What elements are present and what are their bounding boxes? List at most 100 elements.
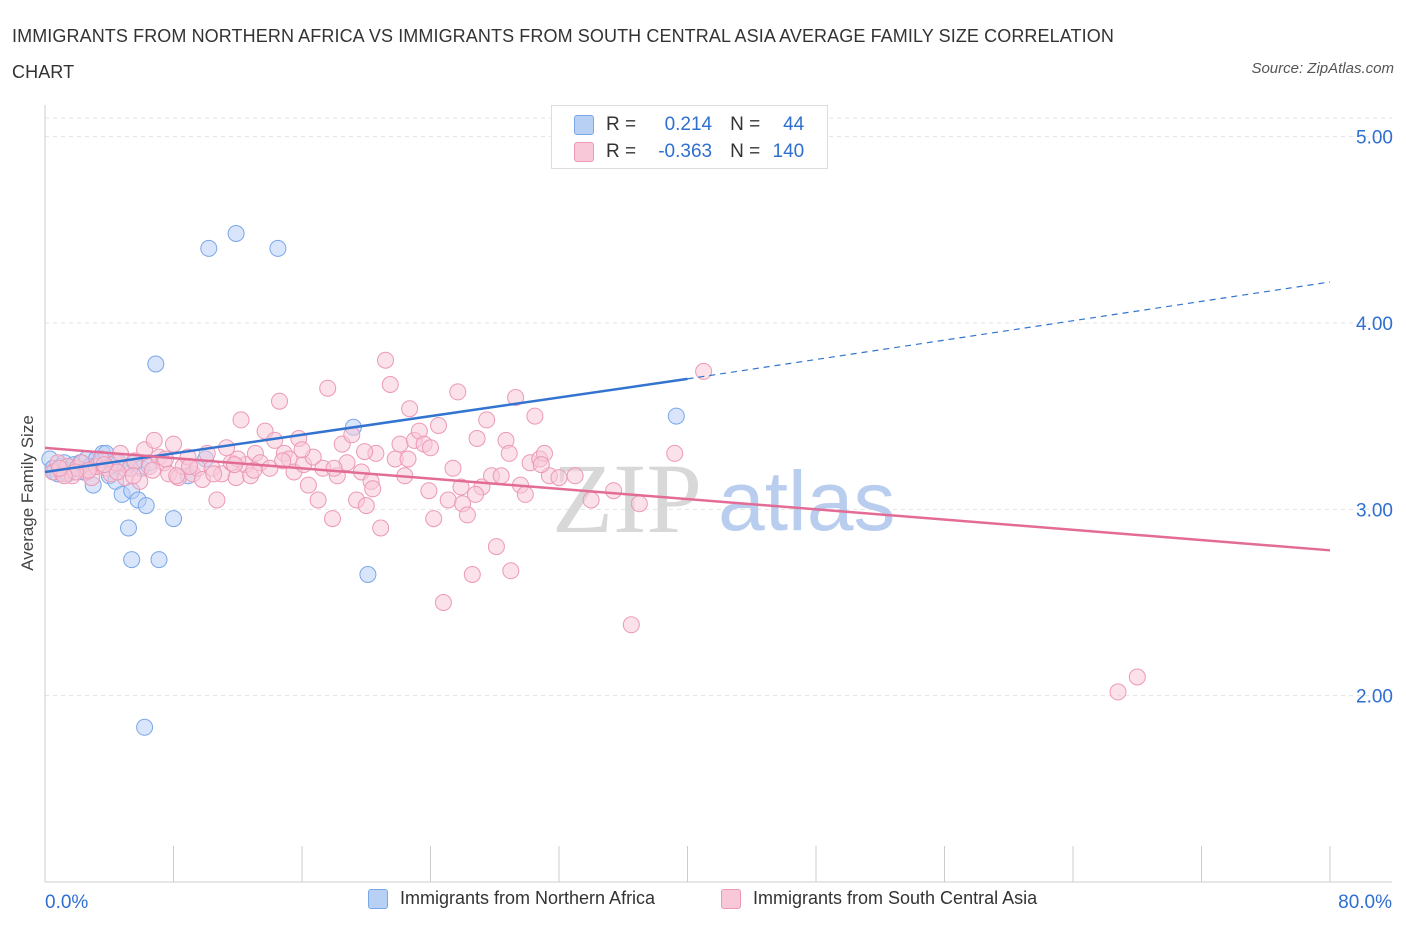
point-south-central-asia-86 bbox=[458, 506, 476, 524]
point-south-central-asia-53 bbox=[299, 476, 317, 494]
point-south-central-asia-106 bbox=[630, 495, 648, 513]
watermark: ZIP atlas bbox=[552, 443, 895, 554]
point-northern-africa-35 bbox=[200, 239, 218, 257]
point-south-central-asia-87 bbox=[463, 566, 481, 583]
point-south-central-asia-130 bbox=[245, 461, 263, 479]
point-south-central-asia-100 bbox=[526, 407, 544, 425]
point-northern-africa-25 bbox=[120, 519, 137, 537]
point-south-central-asia-126 bbox=[399, 450, 417, 468]
source-label: Source: ZipAtlas.com bbox=[1251, 60, 1394, 77]
legend-item-south-central-asia[interactable]: Immigrants from South Central Asia bbox=[721, 888, 1037, 909]
point-northern-africa-30 bbox=[137, 497, 155, 515]
point-south-central-asia-111 bbox=[582, 491, 600, 509]
point-northern-africa-43 bbox=[359, 566, 377, 583]
point-south-central-asia-134 bbox=[168, 467, 186, 485]
point-south-central-asia-72 bbox=[391, 435, 409, 453]
point-northern-africa-37 bbox=[269, 239, 287, 257]
trend-line-northern-africa-projection bbox=[687, 281, 1331, 380]
y-tick-label-0: 2.00 bbox=[1356, 687, 1393, 708]
point-south-central-asia-95 bbox=[502, 562, 520, 580]
r-label: R = bbox=[606, 114, 637, 135]
legend-label-northern-africa: Immigrants from Northern Africa bbox=[400, 888, 656, 908]
point-south-central-asia-83 bbox=[444, 459, 462, 477]
point-south-central-asia-113 bbox=[293, 441, 311, 459]
point-south-central-asia-82 bbox=[439, 491, 457, 509]
point-south-central-asia-93 bbox=[492, 467, 510, 485]
n-value: 44 bbox=[783, 114, 805, 135]
point-south-central-asia-107 bbox=[666, 444, 684, 462]
point-northern-africa-44 bbox=[667, 407, 685, 425]
r-value: 0.214 bbox=[664, 114, 713, 135]
point-south-central-asia-78 bbox=[420, 482, 438, 500]
point-south-central-asia-58 bbox=[324, 510, 341, 528]
series-legend: Immigrants from Northern Africa Immigran… bbox=[0, 888, 1406, 916]
point-south-central-asia-127 bbox=[452, 478, 470, 496]
point-south-central-asia-109 bbox=[622, 616, 640, 634]
point-northern-africa-33 bbox=[150, 551, 168, 569]
point-south-central-asia-69 bbox=[377, 351, 394, 369]
legend-swatch-south-central-asia bbox=[574, 142, 594, 162]
y-tick-labels: 2.00 3.00 4.00 5.00 bbox=[1356, 128, 1393, 708]
legend-swatch-northern-africa bbox=[368, 888, 388, 909]
point-south-central-asia-39 bbox=[232, 411, 250, 429]
x-tick-min: 0.0% bbox=[45, 892, 88, 913]
point-south-central-asia-133 bbox=[422, 439, 439, 457]
watermark-atlas: atlas bbox=[718, 454, 895, 548]
point-south-central-asia-81 bbox=[434, 594, 452, 611]
point-south-central-asia-131 bbox=[274, 452, 292, 470]
point-south-central-asia-92 bbox=[487, 538, 505, 556]
point-south-central-asia-70 bbox=[381, 376, 399, 393]
point-south-central-asia-132 bbox=[364, 480, 382, 498]
point-south-central-asia-68 bbox=[372, 519, 390, 537]
stats-legend-row-south-central-asia: R = -0.363 N = 140 bbox=[574, 140, 804, 164]
point-south-central-asia-128 bbox=[500, 444, 518, 462]
point-northern-africa-39 bbox=[165, 510, 182, 528]
y-tick-label-3: 5.00 bbox=[1356, 128, 1393, 149]
point-south-central-asia-139 bbox=[1128, 668, 1146, 686]
point-south-central-asia-119 bbox=[124, 467, 142, 485]
point-south-central-asia-90 bbox=[478, 411, 496, 429]
axes bbox=[44, 105, 1392, 883]
point-south-central-asia-47 bbox=[271, 392, 288, 410]
point-south-central-asia-79 bbox=[425, 510, 443, 528]
x-tick-labels: 0.0% 80.0% bbox=[45, 892, 1392, 913]
point-south-central-asia-25 bbox=[165, 435, 182, 453]
point-south-central-asia-108 bbox=[695, 362, 713, 380]
point-northern-africa-36 bbox=[227, 225, 245, 242]
y-tick-label-1: 3.00 bbox=[1356, 500, 1393, 521]
point-south-central-asia-34 bbox=[208, 491, 226, 509]
point-south-central-asia-96 bbox=[507, 389, 525, 406]
legend-swatch-south-central-asia bbox=[721, 888, 741, 909]
trend-lines bbox=[44, 281, 1331, 552]
point-south-central-asia-138 bbox=[1109, 683, 1127, 701]
legend-item-northern-africa[interactable]: Immigrants from Northern Africa bbox=[368, 888, 655, 909]
n-value: 140 bbox=[772, 141, 805, 162]
point-south-central-asia-115 bbox=[205, 465, 223, 483]
point-south-central-asia-137 bbox=[467, 485, 484, 503]
point-northern-africa-34 bbox=[147, 355, 165, 373]
n-label: N = bbox=[730, 141, 761, 162]
stats-legend: R = 0.214 N = 44 R = -0.363 N = 140 bbox=[551, 105, 828, 169]
point-south-central-asia-21 bbox=[145, 431, 163, 449]
chart-title: IMMIGRANTS FROM NORTHERN AFRICA VS IMMIG… bbox=[12, 26, 1114, 82]
point-south-central-asia-129 bbox=[532, 456, 550, 474]
point-south-central-asia-112 bbox=[325, 459, 343, 477]
point-south-central-asia-65 bbox=[357, 497, 375, 515]
point-south-central-asia-84 bbox=[449, 383, 467, 401]
point-south-central-asia-120 bbox=[108, 463, 126, 481]
r-label: R = bbox=[606, 141, 637, 162]
y-tick-label-2: 4.00 bbox=[1356, 314, 1393, 335]
r-value: -0.363 bbox=[658, 141, 713, 162]
point-south-central-asia-57 bbox=[319, 379, 337, 397]
point-south-central-asia-136 bbox=[356, 443, 374, 461]
point-south-central-asia-105 bbox=[605, 482, 623, 500]
point-south-central-asia-118 bbox=[144, 461, 162, 479]
point-south-central-asia-110 bbox=[566, 467, 584, 485]
legend-swatch-northern-africa bbox=[574, 115, 594, 135]
point-south-central-asia-98 bbox=[516, 485, 534, 503]
stats-legend-row-northern-africa: R = 0.214 N = 44 bbox=[574, 113, 804, 137]
n-label: N = bbox=[730, 114, 761, 135]
point-northern-africa-38 bbox=[136, 718, 154, 736]
point-south-central-asia-104 bbox=[550, 469, 568, 487]
